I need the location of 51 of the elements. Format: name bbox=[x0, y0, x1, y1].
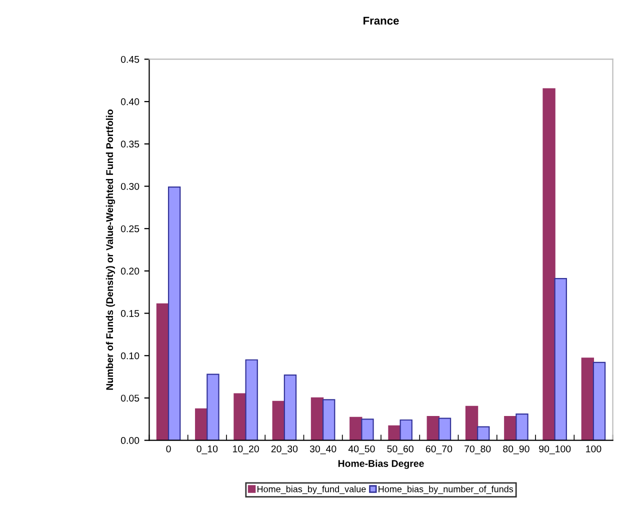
bar bbox=[350, 416, 362, 440]
legend-label: Home_bias_by_number_of_funds bbox=[378, 486, 514, 494]
bar bbox=[206, 374, 220, 440]
y-tick-label: 0.10 bbox=[120, 352, 140, 360]
bar bbox=[361, 418, 374, 440]
bar bbox=[234, 393, 246, 440]
bar bbox=[542, 88, 556, 440]
x-tick-label: 70_80 bbox=[464, 445, 491, 454]
y-tick-label: 0.35 bbox=[120, 140, 140, 148]
y-tick-label: 0.25 bbox=[120, 225, 140, 232]
bar bbox=[322, 399, 336, 440]
bar bbox=[581, 358, 594, 440]
x-axis-title: Home-Bias Degree bbox=[338, 460, 424, 469]
bar bbox=[400, 419, 412, 440]
bar bbox=[504, 416, 517, 440]
bar bbox=[156, 303, 170, 440]
y-tick-label: 0.20 bbox=[120, 268, 140, 275]
bar bbox=[388, 425, 401, 440]
bar bbox=[310, 397, 324, 440]
x-tick-label: 100 bbox=[586, 445, 602, 452]
x-tick-label: 90_100 bbox=[539, 445, 571, 454]
y-tick-label: 0.45 bbox=[120, 56, 140, 63]
x-tick-label: 30_40 bbox=[310, 445, 336, 454]
y-tick-label: 0.15 bbox=[120, 310, 140, 317]
legend-label: Home_bias_by_fund_value bbox=[257, 486, 366, 494]
chart-title: France bbox=[364, 16, 399, 25]
bar bbox=[426, 416, 440, 440]
y-axis-title: Number of Funds (Density) or Value-Weighted Fund Portfolio bbox=[106, 110, 116, 390]
x-tick-label: 60_70 bbox=[426, 445, 452, 454]
x-tick-label: 0 bbox=[166, 445, 171, 452]
bar bbox=[516, 414, 528, 440]
bar bbox=[195, 408, 208, 440]
y-tick-label: 0.30 bbox=[120, 182, 140, 190]
y-tick-label: 0.05 bbox=[120, 394, 140, 402]
x-tick-label: 0_10 bbox=[196, 445, 218, 454]
bar bbox=[284, 374, 297, 440]
x-tick-label: 50_60 bbox=[387, 445, 414, 454]
x-tick-label: 80_90 bbox=[503, 445, 530, 454]
bar bbox=[465, 406, 478, 440]
y-tick-label: 0.40 bbox=[120, 98, 140, 106]
bar bbox=[438, 418, 452, 440]
bar bbox=[168, 186, 181, 440]
x-tick-label: 40_50 bbox=[348, 445, 375, 454]
x-tick-label: 20_30 bbox=[271, 445, 298, 454]
y-tick-label: 0.00 bbox=[120, 437, 140, 444]
x-tick-label: 10_20 bbox=[233, 445, 259, 454]
bar bbox=[554, 278, 567, 440]
bar bbox=[245, 359, 258, 440]
bar bbox=[477, 426, 490, 440]
bar bbox=[272, 400, 285, 440]
bar bbox=[592, 362, 606, 440]
